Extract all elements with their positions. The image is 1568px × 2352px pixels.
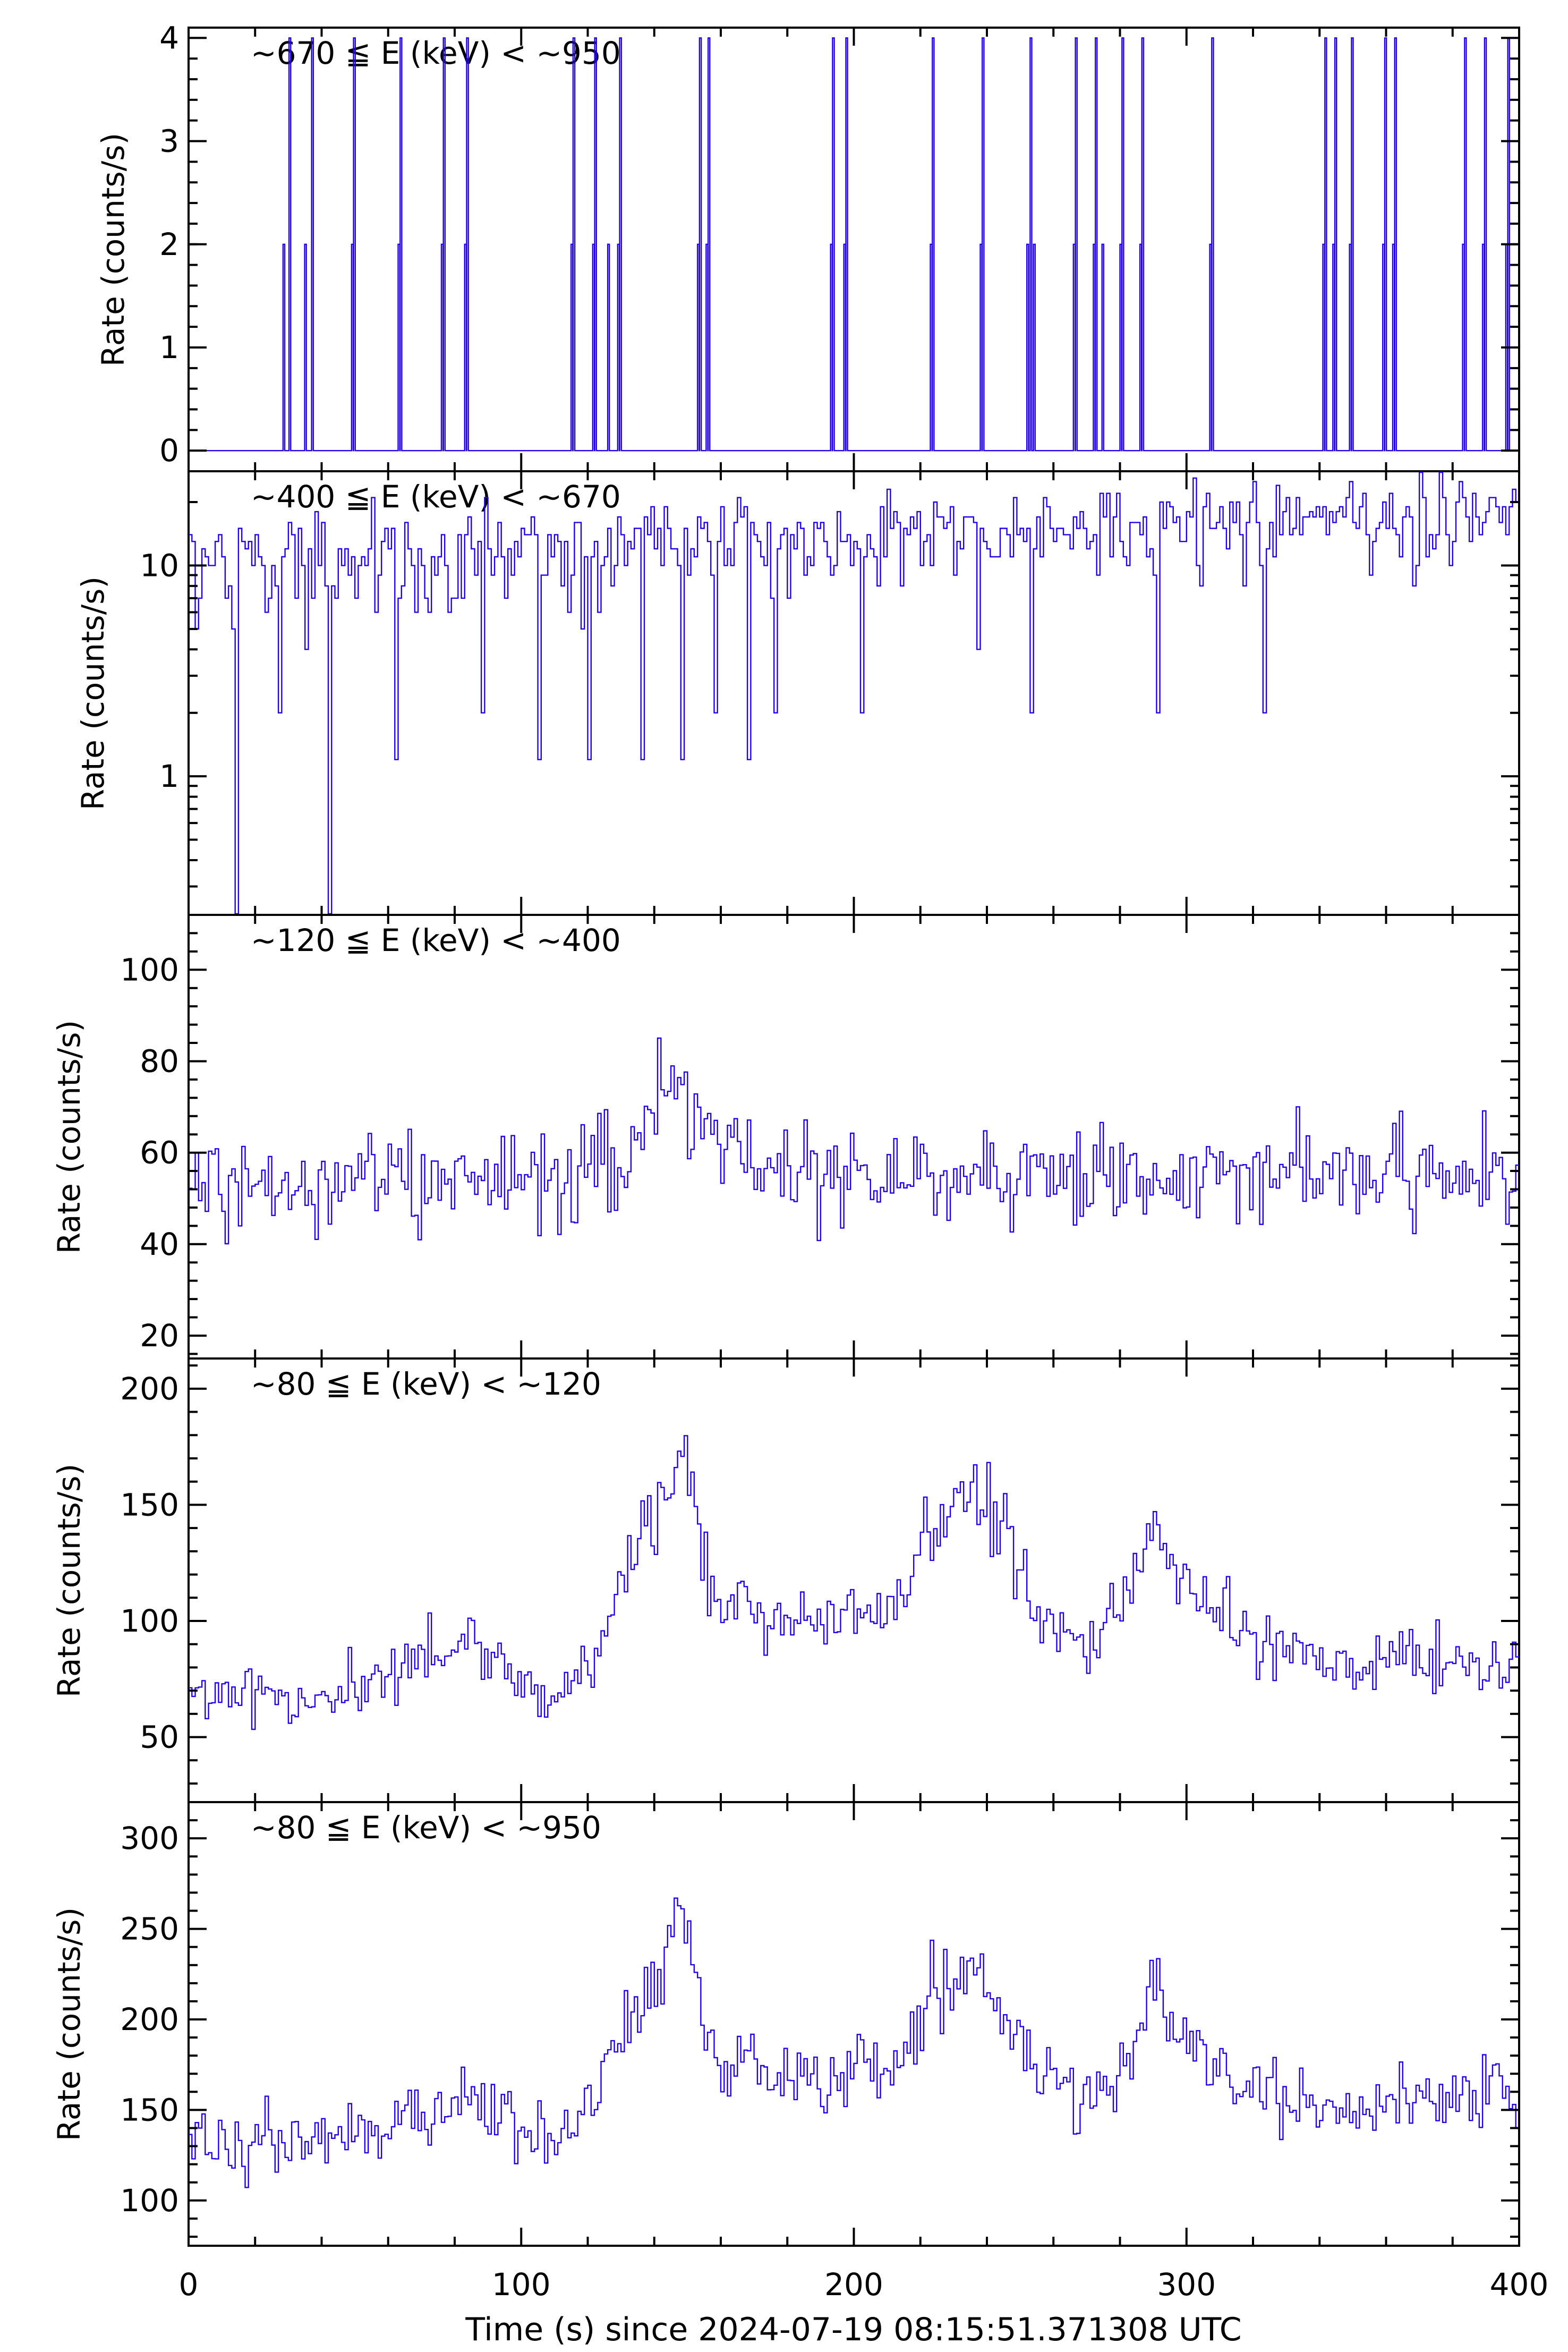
x-tick-label: 200 — [824, 2266, 883, 2303]
panel-2-x-ticks — [188, 471, 1520, 915]
x-tick-label: 0 — [179, 2266, 199, 2303]
y-tick-label: 100 — [120, 1603, 179, 1639]
panel-1-light-curve — [189, 37, 1519, 452]
panel-3-series — [189, 1037, 1519, 1245]
panel-3-title: ~120 ≦ E (keV) < ~400 — [251, 922, 621, 958]
panel-2-light-curve — [189, 471, 1519, 915]
panel-2-ylabel: Rate (counts/s) — [75, 576, 111, 810]
panel-4-title: ~80 ≦ E (keV) < ~120 — [251, 1366, 601, 1402]
y-tick-label: 300 — [120, 1820, 179, 1856]
y-tick-label: 2 — [159, 226, 179, 262]
y-tick-label: 100 — [120, 2183, 179, 2219]
y-tick-label: 150 — [120, 1487, 179, 1523]
panel-5: ~80 ≦ E (keV) < ~950 Rate (counts/s) 100… — [51, 1801, 1520, 2247]
y-tick-label: 40 — [140, 1226, 179, 1262]
panel-2-y-ticks: 1 10 — [140, 500, 1519, 888]
y-tick-label: 80 — [140, 1043, 179, 1079]
y-tick-label: 10 — [140, 547, 179, 583]
y-tick-label: 200 — [120, 1371, 179, 1407]
panel-4-y-ticks: 50 100 150 200 — [120, 1364, 1519, 1785]
panel-2: ~400 ≦ E (keV) < ~670 Rate (counts/s) 11… — [75, 470, 1520, 916]
y-tick-label: 200 — [120, 2001, 179, 2037]
x-tick-label: 400 — [1490, 2266, 1549, 2303]
y-tick-label: 4 — [159, 20, 179, 56]
panel-1-y-ticks: 0 1 2 3 4 — [159, 20, 1519, 469]
panel-4-ylabel: Rate (counts/s) — [51, 1464, 87, 1697]
panel-2-series — [189, 471, 1519, 915]
panel-3-light-curve — [189, 1037, 1519, 1245]
panel-5-title: ~80 ≦ E (keV) < ~950 — [251, 1810, 601, 1846]
panel-3-x-ticks — [188, 915, 1520, 1358]
x-tick-label: 300 — [1157, 2266, 1216, 2303]
panel-4-x-ticks — [188, 1358, 1520, 1802]
panel-5-series — [189, 1897, 1519, 2188]
y-tick-label: 20 — [140, 1318, 179, 1354]
panel-4-light-curve — [189, 1435, 1519, 1730]
x-tick-label: 100 — [492, 2266, 551, 2303]
panel-3-y-ticks: 20 40 60 80 100 — [120, 914, 1519, 1355]
y-tick-label: 1 — [159, 329, 179, 366]
panel-1-title: ~670 ≦ E (keV) < ~950 — [251, 35, 621, 71]
y-tick-label: 3 — [159, 123, 179, 159]
panel-2-title: ~400 ≦ E (keV) < ~670 — [251, 479, 621, 515]
panel-1-frame — [188, 27, 1520, 472]
y-tick-label: 100 — [120, 952, 179, 988]
panel-3-ylabel: Rate (counts/s) — [51, 1020, 87, 1254]
y-tick-label: 50 — [140, 1719, 179, 1755]
panel-4: ~80 ≦ E (keV) < ~120 Rate (counts/s) 50 1… — [51, 1357, 1520, 1803]
panel-1: ~670 ≦ E (keV) < ~950 Rate (counts/s) 0 1… — [95, 20, 1520, 472]
y-tick-label: 1 — [159, 758, 179, 794]
y-tick-label: 0 — [159, 432, 179, 469]
panel-1-ylabel: Rate (counts/s) — [95, 133, 131, 367]
y-tick-label: 150 — [120, 2092, 179, 2128]
panel-4-series — [189, 1435, 1519, 1730]
panel-3: ~120 ≦ E (keV) < ~400 Rate (counts/s) 20… — [51, 914, 1520, 1360]
panel-5-x-ticks — [188, 1802, 1520, 2246]
x-tick-labels: 0 100 200 300 400 — [179, 2266, 1549, 2303]
y-tick-label: 60 — [140, 1135, 179, 1171]
x-axis-label: Time (s) since 2024-07-19 08:15:51.37130… — [465, 2311, 1241, 2348]
panel-4-frame — [188, 1357, 1520, 1803]
panel-5-frame — [188, 1801, 1520, 2247]
panel-5-ylabel: Rate (counts/s) — [51, 1907, 87, 2141]
panel-5-light-curve — [189, 1897, 1519, 2188]
y-tick-label: 250 — [120, 1911, 179, 1947]
panel-5-y-ticks: 100 150 200 250 300 — [120, 1801, 1519, 2238]
panel-1-series — [189, 37, 1519, 452]
panel-1-x-ticks — [188, 28, 1520, 471]
